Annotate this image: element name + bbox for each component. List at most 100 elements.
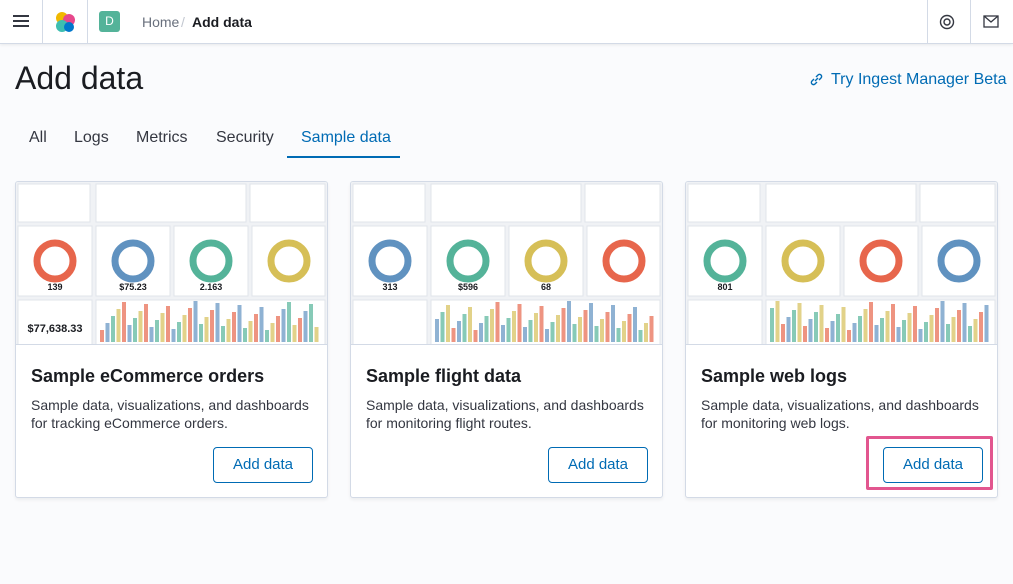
preview: 801 — [686, 182, 997, 345]
preview-shape — [512, 311, 516, 342]
preview-shape — [830, 321, 835, 342]
preview-shape — [204, 317, 209, 342]
logo[interactable] — [54, 11, 76, 33]
preview-shape — [265, 330, 269, 342]
preview-shape — [210, 310, 214, 342]
tab[interactable]: Logs — [74, 129, 109, 146]
preview-shape — [451, 328, 456, 342]
preview-shape — [199, 324, 203, 342]
preview-shape — [687, 299, 763, 344]
preview-shape — [303, 311, 308, 342]
preview-shape — [913, 306, 917, 342]
preview-shape — [808, 319, 813, 342]
preview-shape — [298, 318, 302, 342]
preview-shape — [703, 239, 747, 283]
preview-shape — [226, 319, 231, 342]
sample-card: 313 $596 68 Sample flight data Sample data, … — [350, 181, 663, 498]
menu-icon[interactable] — [13, 14, 29, 28]
preview-shape — [17, 225, 93, 297]
add-data-button[interactable]: Add data — [213, 447, 313, 483]
preview-shape — [243, 328, 247, 342]
preview-shape — [523, 327, 527, 342]
preview-shape — [111, 239, 155, 283]
preview-value: $75.23 — [119, 282, 147, 292]
preview-shape — [539, 306, 544, 342]
ingest-link[interactable]: Try Ingest Manager Beta — [831, 71, 1007, 88]
preview-shape — [586, 225, 661, 297]
preview-shape — [149, 327, 154, 342]
breadcrumb-sep: / — [181, 14, 185, 30]
preview-shape — [528, 320, 533, 342]
help-icon[interactable] — [939, 14, 955, 30]
preview-shape — [188, 308, 192, 342]
preview-shape — [133, 318, 137, 342]
tab[interactable]: All — [29, 129, 47, 146]
preview-shape — [633, 307, 637, 342]
preview-shape — [254, 314, 258, 342]
highlight — [866, 436, 993, 490]
preview-shape — [858, 316, 862, 342]
preview-shape — [17, 299, 93, 344]
preview-shape — [105, 323, 110, 342]
preview: 139 $75.23 2.163 $77,638.33 — [16, 182, 327, 345]
preview-shape — [946, 324, 950, 342]
preview-shape — [584, 183, 661, 223]
preview-shape — [836, 314, 840, 342]
sample-card: 139 $75.23 2.163 $77,638.33 Sample eCommerce… — [15, 181, 328, 498]
preview-shape — [649, 316, 654, 342]
preview-shape — [100, 330, 104, 342]
mail-icon[interactable] — [983, 15, 999, 28]
sample-card: 801 Sample web logs Sample data, visualiza… — [685, 181, 998, 498]
preview-shape — [251, 225, 326, 297]
preview-shape — [215, 303, 220, 342]
preview-shape — [249, 183, 326, 223]
preview-shape — [814, 312, 818, 342]
add-data-button[interactable]: Add data — [883, 447, 983, 483]
preview-shape — [567, 301, 571, 342]
add-data-button[interactable]: Add data — [548, 447, 648, 483]
preview-shape — [314, 327, 319, 342]
link-icon — [810, 73, 823, 86]
preview-shape — [940, 301, 945, 342]
preview-shape — [457, 321, 461, 342]
preview-value: 313 — [382, 282, 397, 292]
preview-shape — [957, 310, 961, 342]
tab-selected[interactable]: Sample data — [301, 129, 391, 146]
preview-shape — [605, 312, 610, 342]
preview-shape — [160, 313, 165, 342]
preview-shape — [446, 239, 490, 283]
preview-shape — [95, 183, 247, 223]
preview-value: $77,638.33 — [27, 323, 82, 335]
preview-shape — [638, 330, 643, 342]
preview-shape — [803, 326, 807, 342]
top-bar: D Home / Add data — [0, 0, 1013, 44]
tab[interactable]: Security — [216, 129, 274, 146]
preview-shape — [33, 239, 77, 283]
preview-shape — [600, 319, 604, 342]
preview-shape — [627, 314, 632, 342]
preview-shape — [490, 309, 494, 342]
preview-shape — [545, 329, 549, 342]
preview-shape — [578, 317, 582, 342]
preview-shape — [859, 239, 903, 283]
preview-shape — [111, 316, 115, 342]
preview-shape — [524, 239, 568, 283]
preview: 313 $596 68 — [351, 182, 662, 345]
preview-shape — [869, 302, 873, 342]
preview-shape — [611, 305, 615, 342]
preview-shape — [583, 310, 588, 342]
preview-value: 2.163 — [200, 282, 223, 292]
breadcrumb: Add data — [192, 14, 252, 30]
preview-shape — [792, 310, 796, 342]
preview-shape — [173, 225, 249, 297]
tab[interactable]: Metrics — [136, 129, 188, 146]
preview-value: 139 — [47, 282, 62, 292]
preview-shape — [919, 183, 996, 223]
preview-shape — [352, 183, 426, 223]
avatar[interactable]: D — [99, 11, 120, 32]
preview-value: $596 — [458, 282, 478, 292]
breadcrumb[interactable]: Home — [142, 14, 180, 30]
preview-shape — [765, 225, 841, 297]
preview-shape — [589, 303, 593, 342]
preview-shape — [95, 225, 171, 297]
